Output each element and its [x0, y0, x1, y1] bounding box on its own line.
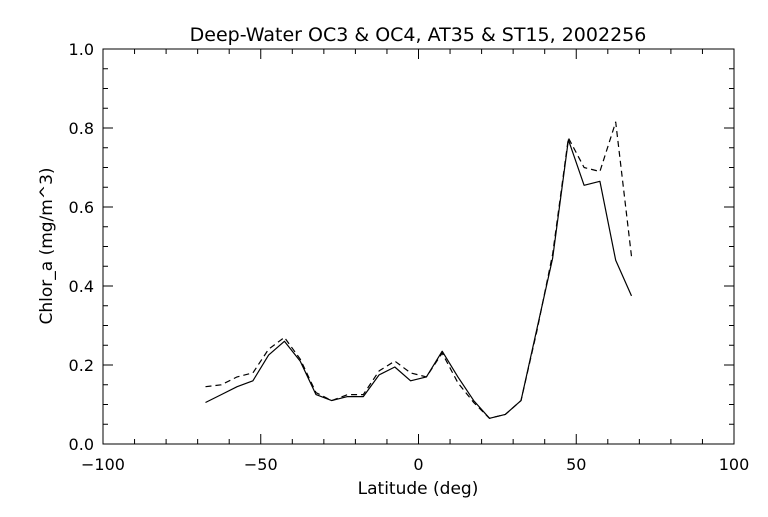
y-tick-label: 0.8	[69, 119, 94, 138]
y-tick-label: 0.0	[69, 435, 94, 454]
y-axis-label: Chlor_a (mg/m^3)	[37, 167, 57, 324]
y-tick-label: 0.2	[69, 356, 94, 375]
chart-title: Deep-Water OC3 & OC4, AT35 & ST15, 20022…	[190, 24, 647, 46]
y-tick-label: 0.4	[69, 277, 94, 296]
x-tick-label: 50	[566, 455, 586, 474]
x-tick-label: −100	[81, 455, 125, 474]
series-lines	[205, 121, 633, 419]
series-line-solid	[205, 139, 633, 419]
x-axis-label: Latitude (deg)	[358, 479, 479, 499]
x-tick-label: 0	[413, 455, 423, 474]
y-axis: 0.0 0.2 0.4 0.6 0.8 1.0	[69, 40, 734, 454]
x-tick-label: −50	[244, 455, 278, 474]
y-tick-label: 0.6	[69, 198, 94, 217]
plot-frame	[102, 48, 735, 445]
x-axis: −100 −50 0 50 100	[81, 49, 749, 474]
series-line-dashed	[205, 121, 633, 419]
x-tick-label: 100	[719, 455, 750, 474]
y-tick-label: 1.0	[69, 40, 94, 59]
